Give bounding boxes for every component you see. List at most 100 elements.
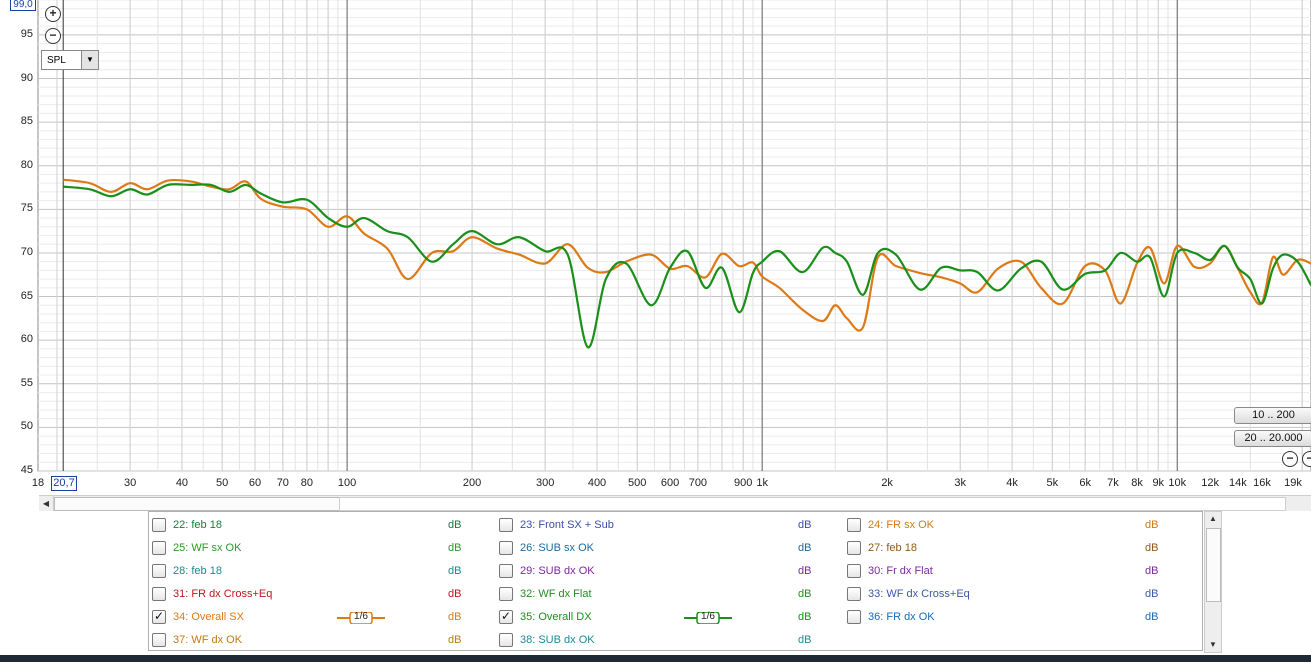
- legend-item-unit: dB: [1145, 565, 1159, 577]
- y-tick-label: 85: [20, 115, 33, 128]
- graph-panel[interactable]: 99,0 20,7 + − SPL ▼ 10 .. 200 20 .. 20.0…: [0, 0, 1311, 494]
- smoothing-indicator[interactable]: 1/6: [337, 611, 385, 625]
- x-tick-label: 5k: [1046, 477, 1059, 489]
- x-tick-label: 3k: [954, 477, 967, 489]
- legend-item-label: 37: WF dx OK: [173, 634, 243, 646]
- visibility-checkbox[interactable]: ✓: [152, 609, 166, 624]
- frequency-response-graph[interactable]: [0, 0, 1311, 494]
- zoom-in-icon[interactable]: +: [45, 6, 61, 22]
- legend-item[interactable]: 26: SUB sx OK: [499, 538, 594, 558]
- legend-item[interactable]: 29: SUB dx OK: [499, 561, 595, 581]
- x-tick-label: 8k: [1131, 477, 1143, 489]
- legend-item[interactable]: 27: feb 18: [847, 538, 917, 558]
- visibility-checkbox[interactable]: [152, 587, 166, 601]
- legend-item-unit: dB: [1145, 588, 1159, 600]
- x-tick-label: 600: [660, 477, 680, 489]
- legend-item[interactable]: 33: WF dx Cross+Eq: [847, 584, 970, 604]
- legend-item[interactable]: ✓ 34: Overall SX: [152, 607, 244, 627]
- legend-item-unit: dB: [798, 588, 812, 600]
- legend-vertical-scrollbar[interactable]: ▲ ▼: [1204, 511, 1222, 653]
- legend-item[interactable]: 28: feb 18: [152, 561, 222, 581]
- visibility-checkbox[interactable]: [152, 564, 166, 578]
- legend-item-unit: dB: [1145, 611, 1159, 623]
- legend-item[interactable]: 36: FR dx OK: [847, 607, 935, 627]
- legend-item[interactable]: 32: WF dx Flat: [499, 584, 592, 604]
- legend-item-unit: dB: [798, 519, 812, 531]
- legend-item[interactable]: ✓ 35: Overall DX: [499, 607, 592, 627]
- legend-item-label: 29: SUB dx OK: [520, 565, 595, 577]
- y-tick-label: 70: [20, 245, 33, 258]
- visibility-checkbox[interactable]: [847, 564, 861, 578]
- x-tick-label: 70: [276, 477, 289, 489]
- measurement-legend-panel: 22: feb 18 dB 23: Front SX + Sub dB 24: FR s…: [148, 511, 1203, 651]
- x-tick-label: 10k: [1168, 477, 1187, 489]
- legend-item-label: 31: FR dx Cross+Eq: [173, 588, 273, 600]
- x-tick-label: 60: [248, 477, 262, 489]
- x-zoom-out-icon[interactable]: −: [1282, 451, 1298, 467]
- legend-item[interactable]: 25: WF sx OK: [152, 538, 241, 558]
- visibility-checkbox[interactable]: [499, 564, 513, 578]
- legend-item[interactable]: 38: SUB dx OK: [499, 630, 595, 650]
- x-tick-label: 30: [123, 477, 137, 489]
- legend-item-label: 27: feb 18: [868, 542, 917, 554]
- x-tick-label: 100: [337, 477, 357, 489]
- y-tick-label: 55: [20, 376, 33, 389]
- x-zoom-in-icon[interactable]: −: [1302, 451, 1311, 467]
- visibility-checkbox[interactable]: [499, 541, 513, 555]
- y-tick-label: 80: [20, 158, 33, 171]
- scrollbar-thumb[interactable]: [1206, 528, 1221, 602]
- scroll-down-icon[interactable]: ▼: [1209, 640, 1217, 649]
- visibility-checkbox[interactable]: [152, 633, 166, 647]
- range-10-200-button[interactable]: 10 .. 200: [1234, 407, 1311, 424]
- legend-item-label: 33: WF dx Cross+Eq: [868, 588, 970, 600]
- y-tick-label: 60: [20, 333, 33, 346]
- visibility-checkbox[interactable]: [847, 541, 861, 555]
- visibility-checkbox[interactable]: ✓: [499, 609, 513, 624]
- scrollbar-track[interactable]: [339, 497, 1286, 511]
- visibility-checkbox[interactable]: [499, 587, 513, 601]
- legend-item-unit: dB: [798, 611, 812, 623]
- visibility-checkbox[interactable]: [499, 518, 513, 532]
- chevron-down-icon: ▼: [81, 51, 98, 69]
- smoothing-indicator[interactable]: 1/6: [684, 611, 732, 625]
- legend-item-unit: dB: [448, 565, 462, 577]
- x-tick-label: 2k: [881, 477, 893, 489]
- legend-item-label: 22: feb 18: [173, 519, 222, 531]
- scrollbar-thumb[interactable]: [54, 497, 341, 511]
- legend-item[interactable]: 37: WF dx OK: [152, 630, 242, 650]
- mode-select[interactable]: SPL ▼: [41, 50, 99, 70]
- zoom-out-icon[interactable]: −: [45, 28, 61, 44]
- visibility-checkbox[interactable]: [847, 610, 861, 624]
- legend-item[interactable]: 22: feb 18: [152, 515, 222, 535]
- legend-item[interactable]: 24: FR sx OK: [847, 515, 934, 535]
- y-tick-label: 95: [20, 27, 33, 40]
- smoothing-label: 1/6: [701, 611, 715, 622]
- legend-item-unit: dB: [1145, 519, 1159, 531]
- x-tick-label: 50: [216, 477, 229, 489]
- range-20-20000-button[interactable]: 20 .. 20.000: [1234, 430, 1311, 447]
- legend-item-label: 24: FR sx OK: [868, 519, 935, 531]
- scroll-up-icon[interactable]: ▲: [1209, 514, 1217, 523]
- x-tick-label: 18: [31, 477, 45, 489]
- legend-item[interactable]: 23: Front SX + Sub: [499, 515, 614, 535]
- legend-item-unit: dB: [798, 634, 812, 646]
- x-tick-label: 4k: [1006, 477, 1018, 489]
- visibility-checkbox[interactable]: [847, 518, 861, 532]
- scroll-left-icon[interactable]: ◀: [39, 496, 54, 511]
- horizontal-scrollbar[interactable]: ◀: [39, 495, 1311, 511]
- x-min-field[interactable]: 20,7: [51, 476, 77, 491]
- x-tick-label: 14k: [1229, 477, 1247, 489]
- visibility-checkbox[interactable]: [847, 587, 861, 601]
- visibility-checkbox[interactable]: [152, 518, 166, 532]
- y-tick-label: 90: [20, 71, 33, 84]
- legend-item-unit: dB: [798, 565, 812, 577]
- y-max-field[interactable]: 99,0: [10, 0, 36, 11]
- x-tick-label: 300: [535, 477, 555, 489]
- legend-item-label: 34: Overall SX: [173, 611, 244, 623]
- legend-item[interactable]: 31: FR dx Cross+Eq: [152, 584, 272, 604]
- visibility-checkbox[interactable]: [152, 541, 166, 555]
- x-tick-label: 500: [628, 477, 647, 489]
- legend-item[interactable]: 30: Fr dx Flat: [847, 561, 933, 581]
- visibility-checkbox[interactable]: [499, 633, 513, 647]
- legend-item-label: 25: WF sx OK: [173, 542, 242, 554]
